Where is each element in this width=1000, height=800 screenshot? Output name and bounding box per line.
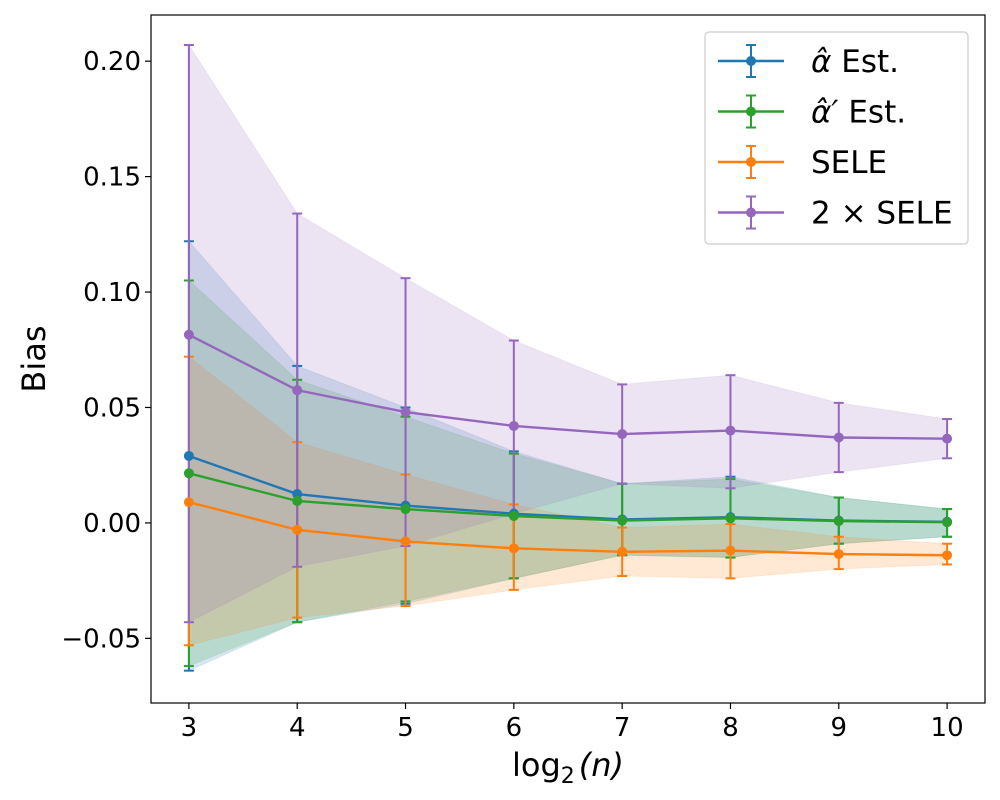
x-axis-label-arg: (n) <box>579 746 624 784</box>
point-2-sele-3 <box>400 407 411 418</box>
point-2-sele-3 <box>833 432 844 443</box>
x-tick-label: 9 <box>831 713 848 743</box>
y-tick-label: −0.05 <box>61 624 141 654</box>
point-sele-2 <box>833 549 844 560</box>
legend-text: 2 × SELE <box>811 196 953 232</box>
x-tick-label: 6 <box>506 713 523 743</box>
point-2-sele-3 <box>942 433 953 444</box>
y-tick-label: 0.00 <box>83 509 141 539</box>
point-est-1 <box>183 468 194 479</box>
x-tick-label: 10 <box>931 713 964 743</box>
point-est-1 <box>942 517 953 528</box>
legend-box <box>704 31 969 245</box>
point-sele-2 <box>508 543 519 554</box>
point-est-1 <box>292 495 303 506</box>
legend-label-sele-2: SELE <box>811 145 887 181</box>
legend-symbol: α̂ <box>811 44 831 80</box>
point-est-1 <box>833 516 844 527</box>
legend-text: Est. <box>831 44 899 80</box>
line-2-sele-3 <box>188 333 948 440</box>
line-est-1 <box>188 472 948 524</box>
y-tick-label: 0.20 <box>83 47 141 77</box>
legend-marker-est-0 <box>746 56 756 66</box>
point-est-0 <box>292 489 303 500</box>
y-tick-label: 0.15 <box>83 163 141 193</box>
legend-label-2-sele-3: 2 × SELE <box>811 196 953 232</box>
point-est-1 <box>725 513 736 524</box>
legend-text: Est. <box>838 95 906 131</box>
point-2-sele-3 <box>183 329 194 340</box>
legend-marker-sele-2 <box>746 157 756 167</box>
legend-label-est-0: α̂ Est. <box>811 44 899 80</box>
y-axis-label: Bias <box>15 325 53 392</box>
x-axis: 3 4 5 6 7 8 9 10 <box>181 703 964 743</box>
point-sele-2 <box>725 545 736 556</box>
x-axis-label: log2 (n) <box>512 746 624 789</box>
point-sele-2 <box>183 497 194 508</box>
point-est-0 <box>183 450 194 461</box>
x-tick-label: 7 <box>614 713 631 743</box>
legend-marker-2-sele-3 <box>746 207 756 218</box>
series-lines <box>183 329 953 561</box>
legend-label-est-1: α̂′ Est. <box>811 95 906 131</box>
y-tick-label: 0.10 <box>83 278 141 308</box>
point-2-sele-3 <box>508 420 519 431</box>
plot-frame <box>150 14 986 704</box>
point-2-sele-3 <box>725 425 736 436</box>
point-sele-2 <box>400 536 411 547</box>
y-axis: −0.05 0.00 0.05 0.10 0.15 0.20 <box>61 47 151 654</box>
point-sele-2 <box>617 546 628 557</box>
point-est-1 <box>400 504 411 515</box>
x-axis-label-log: log <box>512 746 561 784</box>
x-tick-label: 3 <box>181 713 198 743</box>
line-sele-2 <box>188 500 948 557</box>
x-axis-label-base: 2 <box>561 764 575 789</box>
point-2-sele-3 <box>617 429 628 440</box>
x-tick-label: 8 <box>722 713 739 743</box>
legend-symbol: α̂′ <box>811 95 838 131</box>
y-tick-label: 0.05 <box>83 393 141 423</box>
point-sele-2 <box>942 550 953 561</box>
point-est-1 <box>508 510 519 521</box>
x-tick-label: 5 <box>397 713 414 743</box>
point-sele-2 <box>292 524 303 535</box>
x-tick-label: 4 <box>289 713 306 743</box>
legend-marker-est-1 <box>746 106 756 117</box>
legend-text: SELE <box>811 145 887 181</box>
point-2-sele-3 <box>292 385 303 396</box>
point-est-1 <box>617 515 628 526</box>
